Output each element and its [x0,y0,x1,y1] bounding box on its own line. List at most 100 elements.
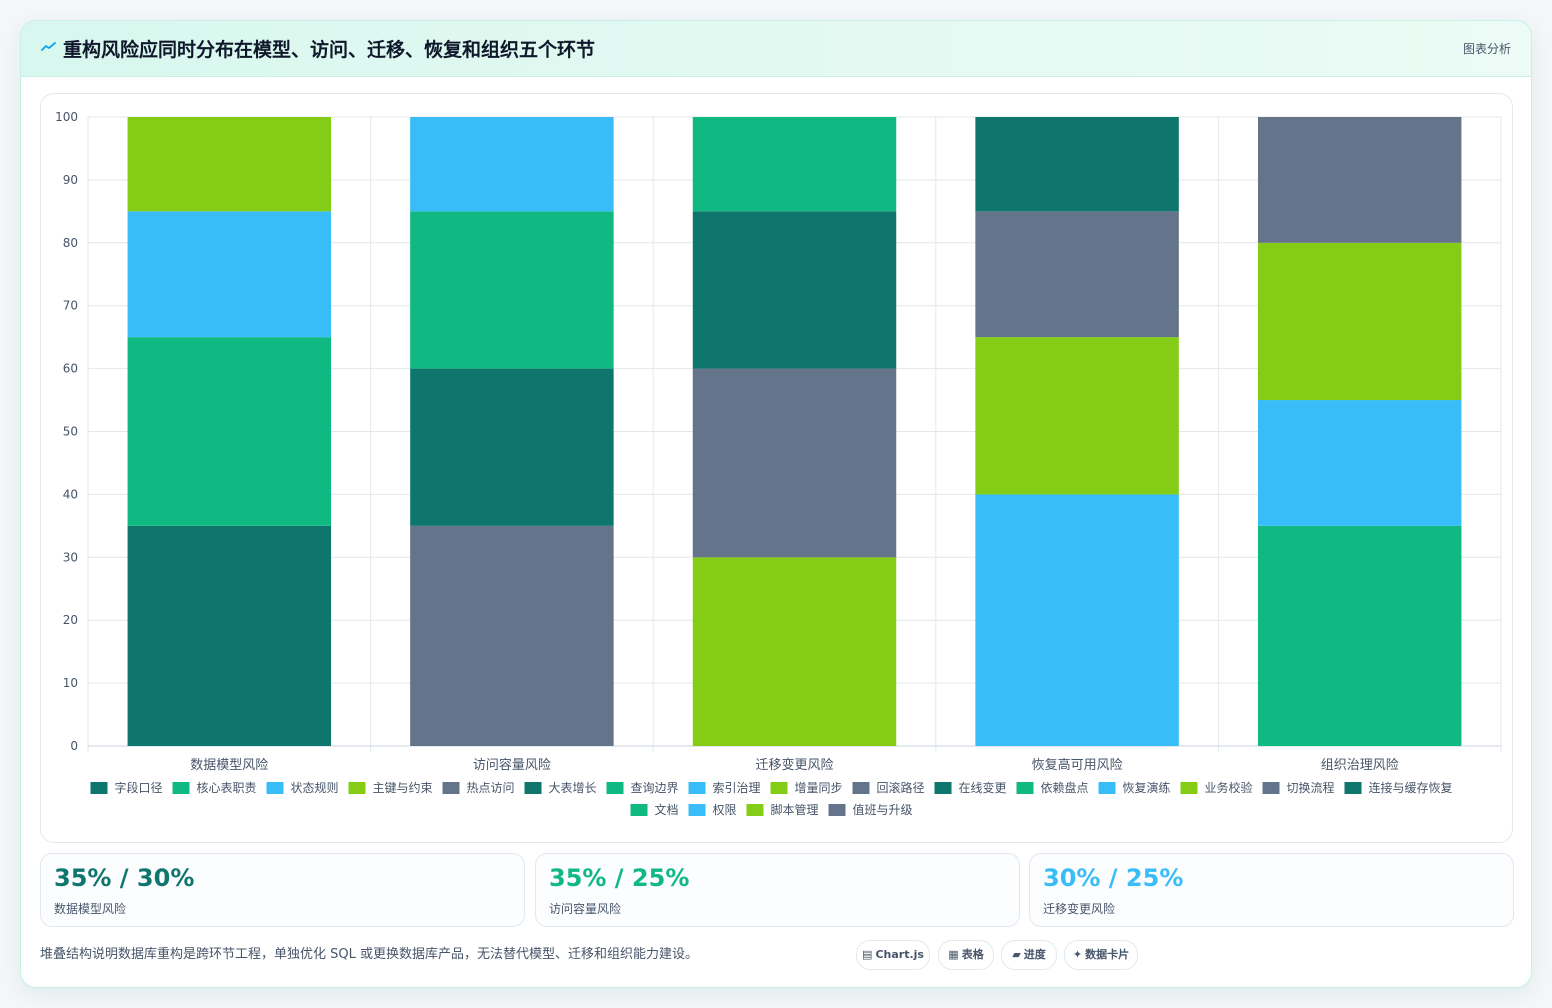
bar-segment [410,211,614,369]
bar-segment [692,117,897,212]
bar-segment [410,117,614,212]
footer-note: 堆叠结构说明数据库重构是跨环节工程，单独优化 SQL 或更换数据库产品，无法替代… [40,947,698,962]
legend-label: 主键与约束 [372,780,432,795]
card-header: 重构风险应同时分布在模型、访问、迁移、恢复和组织五个环节 图表分析 [21,21,1531,77]
bar-segment [127,525,332,746]
legend-swatch [1180,782,1198,794]
y-tick-label: 50 [63,425,78,439]
legend-label: 依赖盘点 [1041,780,1089,795]
chart-card: 重构风险应同时分布在模型、访问、迁移、恢复和组织五个环节 图表分析 0 10 20 3… [20,20,1532,988]
legend-swatch [606,782,624,794]
y-tick-label: 10 [63,676,78,690]
legend-label: 查询边界 [630,781,678,795]
bar-segment [1257,242,1462,401]
pill-label: 数据卡片 [1085,948,1130,961]
x-tick-label: 数据模型风险 [190,758,268,773]
legend-label: 在线变更 [959,780,1007,795]
legend-label: 切换流程 [1287,780,1335,795]
legend-label: 权限 [712,803,736,817]
bar-segment [410,368,614,526]
stat-card-migration: 30% / 25% 迁移变更风险 [1029,853,1514,927]
legend-swatch [524,782,542,794]
legend-label: 大表增长 [548,781,596,795]
legend-label: 索引治理 [712,781,760,795]
trend-line-icon [41,42,56,51]
legend-swatch [1098,782,1116,794]
legend-swatch [688,804,706,816]
x-tick-label: 组织治理风险 [1321,758,1399,773]
bar-segment [975,494,1179,746]
chart-title: 重构风险应同时分布在模型、访问、迁移、恢复和组织五个环节 [63,39,596,61]
chart-icon: ▤ [862,948,873,961]
stat-label: 访问容量风险 [549,902,622,916]
chart-panel: 0 10 20 30 40 50 60 70 80 90 100 数据模型风险 访问容量风险 迁移变更风险… [40,93,1513,843]
legend-swatch [1262,782,1280,794]
pill-chartjs[interactable]: ▤ Chart.js [856,940,930,970]
bar-segment [127,337,332,526]
pill-label: Chart.js [875,948,924,961]
y-tick-label: 60 [63,362,78,376]
legend-label: 核心表职责 [196,781,256,795]
chart-analysis-link[interactable]: 图表分析 [1462,42,1511,56]
bar-segment [127,211,332,338]
stacked-bar-chart: 0 10 20 30 40 50 60 70 80 90 100 数据模型风险 访问容量风险 迁移变更风险… [55,110,1502,817]
legend-label: 业务校验 [1205,780,1253,795]
bar-segment [127,117,332,212]
y-tick-label: 20 [63,613,78,627]
x-tick-label: 恢复高可用风险 [1032,757,1123,773]
y-tick-label: 70 [63,299,78,313]
legend-swatch [746,804,764,816]
legend-label: 回滚路径 [877,780,925,795]
legend-label: 恢复演练 [1123,780,1171,795]
stat-value: 35% / 30% [54,864,195,892]
bar-segment [692,557,897,746]
pill-progress[interactable]: ▰ 进度 [1001,940,1057,970]
table-icon: ▦ [948,948,959,961]
legend-swatch [442,782,460,794]
legend-label: 字段口径 [114,780,162,795]
stat-value: 30% / 25% [1043,864,1184,892]
legend-swatch [688,782,706,794]
y-tick-label: 40 [63,487,78,501]
legend-label: 连接与缓存恢复 [1369,780,1453,795]
legend-swatch [1016,782,1034,794]
bar-segment [975,117,1179,212]
legend-swatch [828,804,846,816]
stat-label: 数据模型风险 [54,902,127,916]
y-tick-label: 0 [70,739,78,753]
legend-label: 状态规则 [290,780,338,795]
y-tick-label: 30 [63,550,78,564]
legend-swatch [1344,782,1362,794]
bar-segment [975,337,1179,495]
y-tick-label: 90 [63,173,78,187]
sparkle-icon: ✦ [1072,948,1083,961]
legend-swatch [172,782,190,794]
y-tick-label: 80 [63,236,78,250]
legend-label: 增量同步 [794,781,842,795]
bar-segment [410,525,614,746]
bar-segment [692,368,897,558]
bar-segment [1257,117,1462,243]
stat-label: 迁移变更风险 [1043,902,1116,916]
x-tick-label: 访问容量风险 [473,757,551,773]
legend-swatch [348,782,366,794]
legend-label: 值班与升级 [853,802,913,817]
stat-card-model: 35% / 30% 数据模型风险 [40,853,525,927]
stat-card-access: 35% / 25% 访问容量风险 [535,853,1020,927]
legend-label: 热点访问 [466,781,514,795]
legend-label: 文档 [654,802,678,817]
pill-table[interactable]: ▦ 表格 [938,940,994,970]
legend-swatch [934,782,952,794]
x-tick-label: 迁移变更风险 [755,757,833,773]
legend-swatch [266,782,284,794]
bar-segment [1257,525,1462,746]
pill-label: 表格 [961,948,984,961]
legend-swatch [852,782,870,794]
legend-swatch [630,804,648,816]
bar-segment [692,211,897,369]
pill-data-card[interactable]: ✦ 数据卡片 [1064,940,1138,970]
y-tick-label: 100 [55,110,78,124]
legend-swatch [90,782,108,794]
bar-segment [1257,400,1462,526]
legend-swatch [770,782,788,794]
